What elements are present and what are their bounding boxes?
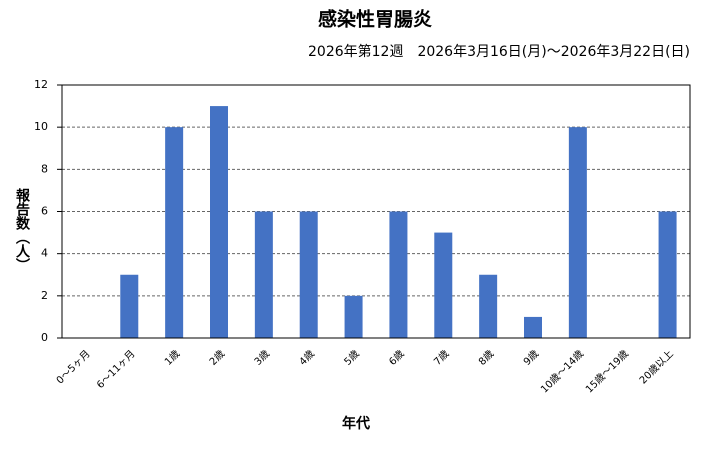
bar	[254, 211, 273, 338]
bar	[210, 106, 228, 338]
x-tick-label: 3歳	[252, 348, 272, 368]
x-tick-label: 7歳	[431, 348, 451, 368]
bar	[165, 127, 184, 339]
chart-title: 感染性胃腸炎	[318, 8, 432, 31]
bar	[389, 211, 408, 338]
x-tick-label: 15歳～19歳	[583, 348, 631, 396]
bar	[568, 127, 587, 339]
x-tick-label: 20歳以上	[637, 348, 676, 387]
y-tick-label: 8	[41, 162, 48, 175]
x-tick-label: 1歳	[162, 348, 182, 368]
x-tick-label: 2歳	[207, 348, 227, 368]
x-tick-label: 0～5ヶ月	[54, 348, 93, 387]
chart-subtitle: 2026年第12週 2026年3月16日(月)～2026年3月22日(日)	[308, 43, 690, 60]
bar	[299, 211, 318, 338]
bar	[434, 232, 453, 338]
bar	[120, 274, 139, 338]
x-axis-title: 年代	[342, 415, 370, 432]
y-tick-label: 6	[41, 205, 48, 218]
x-tick-label: 5歳	[342, 348, 362, 368]
x-tick-label: 10歳～14歳	[538, 348, 586, 396]
bar	[658, 211, 677, 338]
x-tick-label: 8歳	[476, 348, 496, 368]
y-tick-label: 2	[41, 289, 48, 302]
y-tick-label: 10	[34, 120, 48, 133]
y-tick-label: 0	[41, 331, 48, 344]
bar	[524, 316, 542, 338]
y-tick-label: 4	[41, 247, 48, 260]
x-tick-label: 6～11ヶ月	[94, 348, 137, 391]
x-tick-label: 4歳	[297, 348, 317, 368]
plot-frame	[61, 84, 691, 339]
x-tick-label: 6歳	[387, 348, 407, 368]
y-tick-label: 12	[34, 78, 48, 91]
y-axis-title: 報告数（人）	[14, 187, 31, 272]
x-tick-label: 9歳	[521, 348, 541, 368]
bar	[344, 295, 363, 338]
bar	[479, 274, 498, 338]
